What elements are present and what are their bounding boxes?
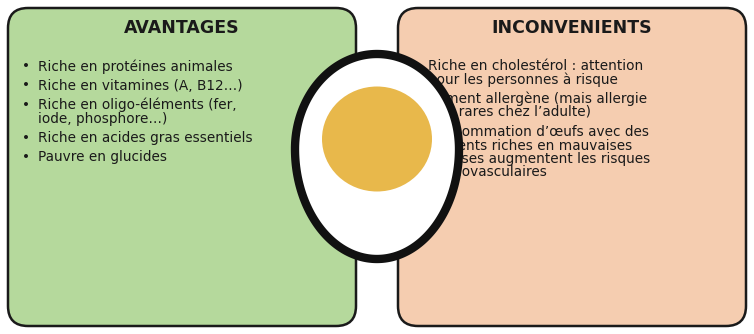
- Text: Riche en vitamines (A, B12…): Riche en vitamines (A, B12…): [38, 78, 243, 93]
- Text: cardiovasculaires: cardiovasculaires: [428, 166, 547, 179]
- Text: Riche en cholestérol : attention: Riche en cholestérol : attention: [428, 59, 643, 73]
- Text: pour les personnes à risque: pour les personnes à risque: [428, 72, 618, 87]
- Text: iode, phosphore…): iode, phosphore…): [38, 112, 167, 126]
- Text: Pauvre en glucides: Pauvre en glucides: [38, 151, 167, 165]
- Text: Aliment allergène (mais allergie: Aliment allergène (mais allergie: [428, 92, 647, 107]
- Text: Consommation d’œufs avec des: Consommation d’œufs avec des: [428, 125, 649, 139]
- FancyBboxPatch shape: [398, 8, 746, 326]
- Text: •: •: [412, 125, 420, 139]
- Text: graisses augmentent les risques: graisses augmentent les risques: [428, 152, 650, 166]
- Text: •: •: [412, 59, 420, 73]
- Text: •: •: [22, 78, 30, 93]
- Text: AVANTAGES: AVANTAGES: [124, 19, 240, 37]
- Text: •: •: [22, 59, 30, 73]
- Text: INCONVENIENTS: INCONVENIENTS: [492, 19, 652, 37]
- Ellipse shape: [322, 87, 432, 191]
- FancyBboxPatch shape: [8, 8, 356, 326]
- Text: Riche en acides gras essentiels: Riche en acides gras essentiels: [38, 131, 253, 145]
- Text: •: •: [22, 131, 30, 145]
- Text: très rares chez l’adulte): très rares chez l’adulte): [428, 106, 591, 120]
- Polygon shape: [295, 54, 459, 259]
- Text: aliments riches en mauvaises: aliments riches en mauvaises: [428, 139, 633, 153]
- Text: •: •: [412, 92, 420, 106]
- Text: •: •: [22, 98, 30, 112]
- Text: Riche en oligo-éléments (fer,: Riche en oligo-éléments (fer,: [38, 98, 237, 113]
- Text: Riche en protéines animales: Riche en protéines animales: [38, 59, 233, 73]
- Text: •: •: [22, 151, 30, 165]
